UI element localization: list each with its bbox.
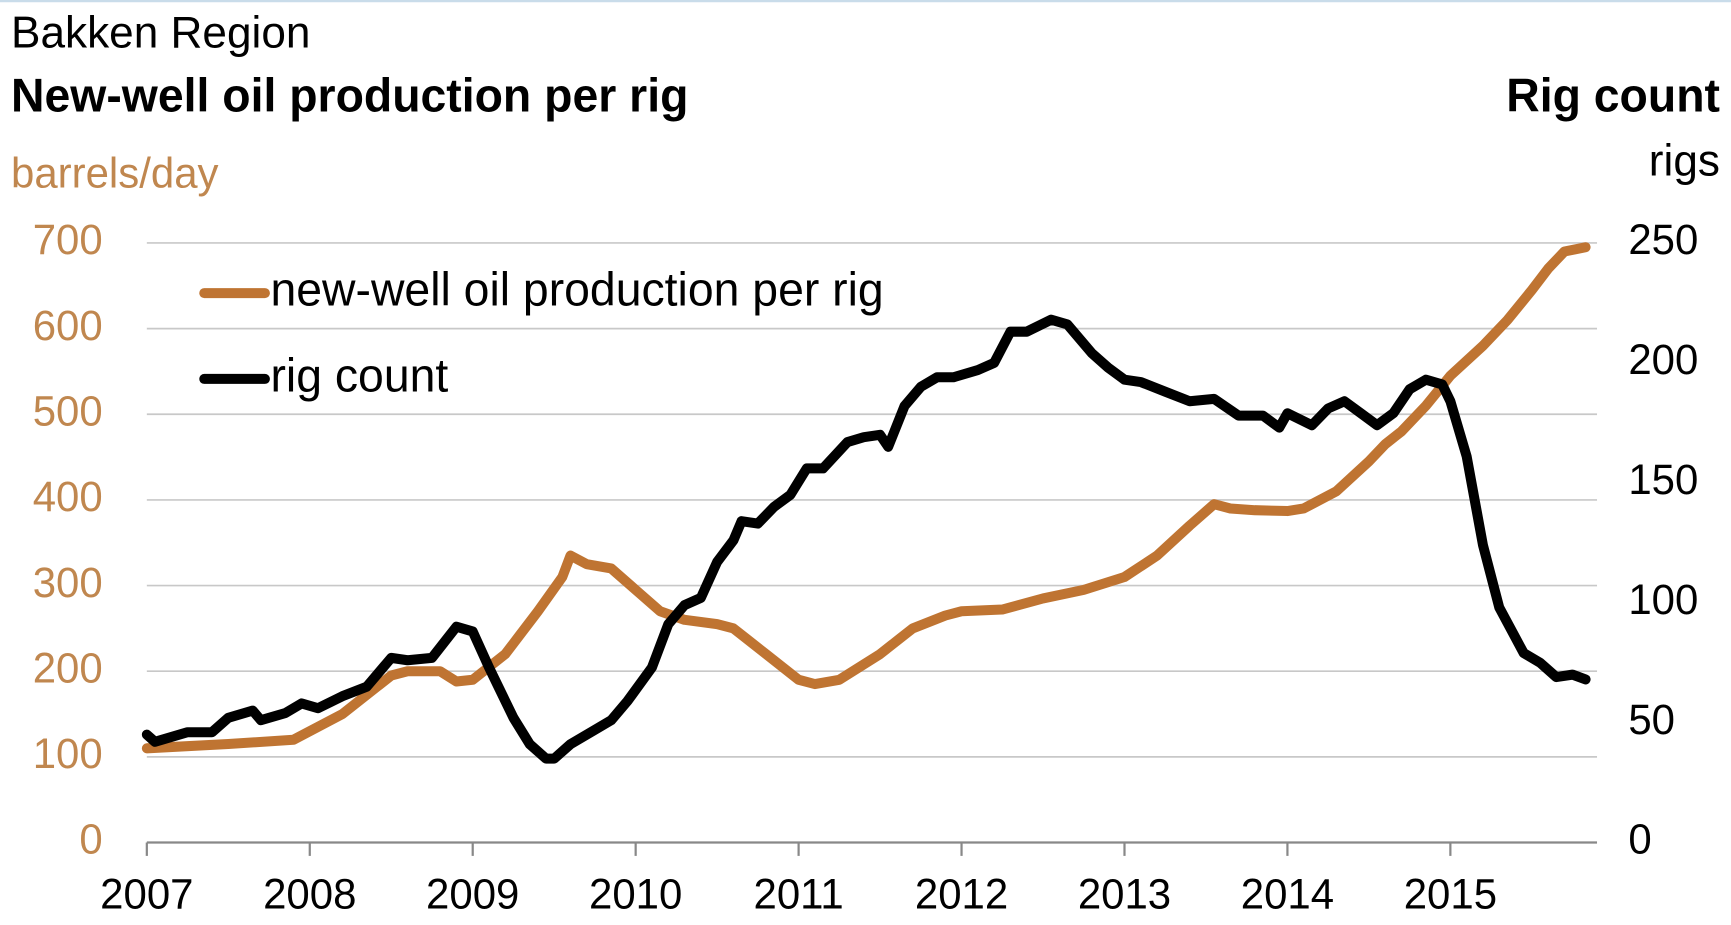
y2-tick-label: 150	[1628, 456, 1698, 503]
y2-tick-label: 100	[1628, 576, 1698, 623]
y-tick-label: 700	[33, 216, 103, 263]
x-tick-label: 2009	[426, 870, 519, 917]
y-tick-label: 400	[33, 473, 103, 520]
y-tick-label: 600	[33, 302, 103, 349]
x-tick-label: 2008	[263, 870, 356, 917]
x-tick-label: 2015	[1404, 870, 1497, 917]
y-unit: barrels/day	[11, 149, 218, 196]
y-tick-label: 0	[79, 816, 102, 863]
x-tick-label: 2007	[100, 870, 193, 917]
y-tick-label: 200	[33, 644, 103, 691]
series-line	[141, 242, 1591, 754]
y-tick-label: 100	[33, 730, 103, 777]
y-title: New-well oil production per rig	[11, 69, 688, 121]
x-tick-label: 2014	[1241, 870, 1334, 917]
y2-unit: rigs	[1649, 136, 1720, 185]
y2-tick-label: 50	[1628, 696, 1675, 743]
x-tick-label: 2012	[915, 870, 1008, 917]
y2-title: Rig count	[1506, 69, 1720, 121]
chart-title: Bakken Region	[11, 8, 310, 57]
legend-label: rig count	[270, 349, 448, 401]
y2-tick-label: 200	[1628, 336, 1698, 383]
x-tick-label: 2013	[1078, 870, 1171, 917]
y2-tick-label: 250	[1628, 216, 1698, 263]
y2-tick-label: 0	[1628, 816, 1651, 863]
x-tick-label: 2010	[589, 870, 682, 917]
x-tick-label: 2011	[754, 870, 844, 917]
series-line	[141, 314, 1591, 764]
y-tick-label: 300	[33, 559, 103, 606]
y-tick-label: 500	[33, 387, 103, 434]
legend-label: new-well oil production per rig	[270, 263, 883, 315]
